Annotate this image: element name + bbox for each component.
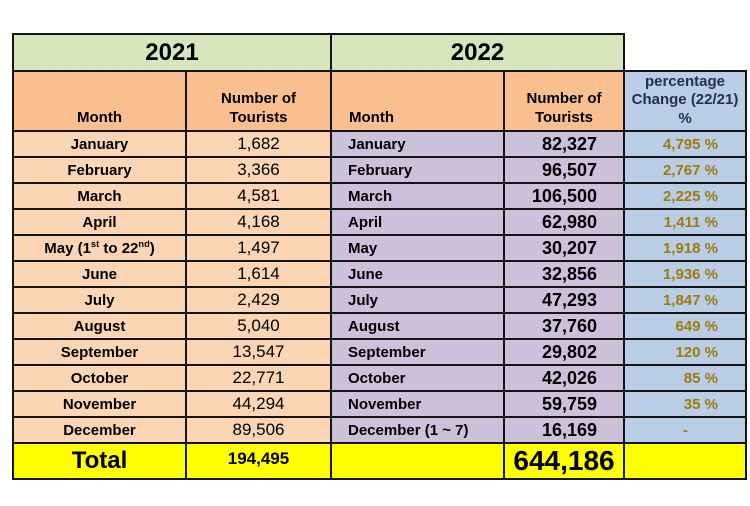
year-header-2022: 2022 [330, 33, 625, 72]
cell-tourists-2021: 1,497 [185, 234, 332, 262]
cell-month-2022: March [330, 182, 505, 210]
cell-tourists-2022: 96,507 [503, 156, 625, 184]
cell-tourists-2022: 16,169 [503, 416, 625, 444]
cell-tourists-2021: 1,682 [185, 130, 332, 158]
cell-tourists-2022: 62,980 [503, 208, 625, 236]
cell-month-2021: September [12, 338, 187, 366]
cell-tourists-2021: 22,771 [185, 364, 332, 392]
cell-pct-change: 120 % [623, 338, 747, 366]
cell-month-2022: September [330, 338, 505, 366]
cell-month-2022: November [330, 390, 505, 418]
cell-tourists-2021: 89,506 [185, 416, 332, 444]
table-row: April 4,168 April 62,980 1,411 % [12, 208, 747, 236]
total-tourists-2022: 644,186 [503, 442, 625, 480]
cell-tourists-2022: 59,759 [503, 390, 625, 418]
cell-tourists-2021: 2,429 [185, 286, 332, 314]
cell-pct-change: 1,936 % [623, 260, 747, 288]
cell-tourists-2021: 4,581 [185, 182, 332, 210]
cell-tourists-2022: 82,327 [503, 130, 625, 158]
empty-corner-cell [624, 34, 746, 71]
table-row: July 2,429 July 47,293 1,847 % [12, 286, 747, 314]
cell-pct-change: 85 % [623, 364, 747, 392]
cell-tourists-2022: 106,500 [503, 182, 625, 210]
column-header-tourists-2021: Number of Tourists [185, 70, 332, 132]
table-row: September 13,547 September 29,802 120 % [12, 338, 747, 366]
tourists-comparison-table: 2021 2022 Month Number of Tourists Month… [12, 33, 747, 480]
column-header-pct-change: percentage Change (22/21) % [623, 70, 747, 132]
cell-tourists-2022: 37,760 [503, 312, 625, 340]
cell-month-2021: February [12, 156, 187, 184]
cell-month-2022: January [330, 130, 505, 158]
total-empty-month-2022 [330, 442, 505, 480]
cell-pct-change: 35 % [623, 390, 747, 418]
cell-pct-change: 4,795 % [623, 130, 747, 158]
table-row: May (1st to 22nd) 1,497 May 30,207 1,918 % [12, 234, 747, 262]
total-row: Total 194,495 644,186 [12, 442, 747, 480]
table-row: August 5,040 August 37,760 649 % [12, 312, 747, 340]
cell-month-2021: August [12, 312, 187, 340]
cell-month-2022: May [330, 234, 505, 262]
cell-tourists-2021: 3,366 [185, 156, 332, 184]
cell-month-2021: November [12, 390, 187, 418]
table-row: January 1,682 January 82,327 4,795 % [12, 130, 747, 158]
cell-month-2021: July [12, 286, 187, 314]
year-header-2021: 2021 [12, 33, 332, 72]
cell-tourists-2022: 30,207 [503, 234, 625, 262]
cell-pct-change: 2,225 % [623, 182, 747, 210]
cell-tourists-2021: 4,168 [185, 208, 332, 236]
column-header-month-2022: Month [330, 70, 505, 132]
column-header-row: Month Number of Tourists Month Number of… [12, 70, 747, 132]
cell-month-2022: June [330, 260, 505, 288]
table-row: February 3,366 February 96,507 2,767 % [12, 156, 747, 184]
cell-tourists-2022: 32,856 [503, 260, 625, 288]
cell-month-2021: April [12, 208, 187, 236]
cell-month-2022: July [330, 286, 505, 314]
table-row: March 4,581 March 106,500 2,225 % [12, 182, 747, 210]
cell-month-2021: March [12, 182, 187, 210]
cell-month-2022: April [330, 208, 505, 236]
year-header-row: 2021 2022 [12, 33, 746, 72]
column-header-tourists-2022: Number of Tourists [503, 70, 625, 132]
table-row: December 89,506 December (1 ~ 7) 16,169- [12, 416, 747, 444]
table-row: October 22,771 October 42,026 85 % [12, 364, 747, 392]
cell-month-2022: August [330, 312, 505, 340]
cell-month-2021: May (1st to 22nd) [12, 234, 187, 262]
cell-pct-change: - [623, 416, 747, 444]
cell-month-2021: October [12, 364, 187, 392]
table-row: November 44,294 November 59,759 35 % [12, 390, 747, 418]
cell-tourists-2022: 29,802 [503, 338, 625, 366]
cell-tourists-2022: 42,026 [503, 364, 625, 392]
total-empty-pct [623, 442, 747, 480]
cell-tourists-2021: 1,614 [185, 260, 332, 288]
cell-month-2021: June [12, 260, 187, 288]
cell-pct-change: 2,767 % [623, 156, 747, 184]
cell-month-2022: December (1 ~ 7) [330, 416, 505, 444]
total-label: Total [12, 442, 187, 480]
cell-pct-change: 1,411 % [623, 208, 747, 236]
column-header-month-2021: Month [12, 70, 187, 132]
cell-pct-change: 1,918 % [623, 234, 747, 262]
cell-tourists-2021: 5,040 [185, 312, 332, 340]
cell-month-2021: January [12, 130, 187, 158]
cell-month-2021: December [12, 416, 187, 444]
cell-tourists-2021: 44,294 [185, 390, 332, 418]
cell-tourists-2022: 47,293 [503, 286, 625, 314]
total-tourists-2021: 194,495 [185, 442, 332, 480]
cell-month-2022: October [330, 364, 505, 392]
cell-pct-change: 649 % [623, 312, 747, 340]
table-body: January 1,682 January 82,327 4,795 % February… [12, 130, 747, 444]
table-row: June 1,614 June 32,856 1,936 % [12, 260, 747, 288]
cell-month-2022: February [330, 156, 505, 184]
cell-pct-change: 1,847 % [623, 286, 747, 314]
cell-tourists-2021: 13,547 [185, 338, 332, 366]
